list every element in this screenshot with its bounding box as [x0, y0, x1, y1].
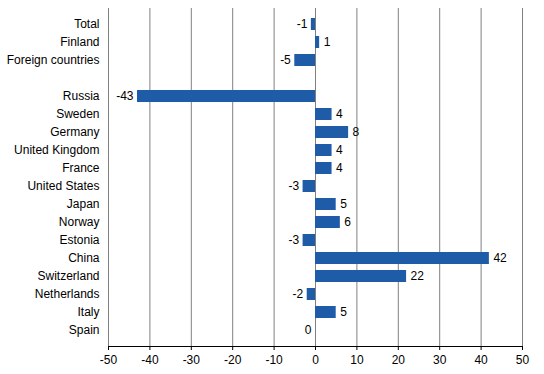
svg-text:Estonia: Estonia	[59, 233, 99, 247]
svg-text:Japan: Japan	[67, 197, 100, 211]
svg-text:China: China	[68, 251, 100, 265]
svg-text:-30: -30	[183, 353, 201, 367]
svg-text:-3: -3	[288, 233, 299, 247]
svg-text:Finland: Finland	[60, 35, 99, 49]
svg-text:Foreign countries: Foreign countries	[7, 53, 100, 67]
svg-text:Total: Total	[74, 17, 99, 31]
svg-text:-40: -40	[141, 353, 159, 367]
svg-text:22: 22	[411, 269, 425, 283]
svg-text:8: 8	[353, 125, 360, 139]
svg-text:-2: -2	[293, 287, 304, 301]
svg-text:Russia: Russia	[63, 89, 100, 103]
svg-text:10: 10	[350, 353, 364, 367]
svg-text:-20: -20	[224, 353, 242, 367]
svg-text:Netherlands: Netherlands	[35, 287, 100, 301]
svg-text:-43: -43	[116, 89, 134, 103]
svg-text:5: 5	[340, 305, 347, 319]
svg-text:4: 4	[336, 107, 343, 121]
svg-text:Italy: Italy	[77, 305, 99, 319]
svg-text:France: France	[62, 161, 100, 175]
svg-text:Norway: Norway	[59, 215, 100, 229]
svg-text:1: 1	[324, 35, 331, 49]
svg-text:6: 6	[344, 215, 351, 229]
svg-text:-3: -3	[288, 179, 299, 193]
svg-text:0: 0	[312, 353, 319, 367]
svg-text:0: 0	[305, 323, 312, 337]
svg-text:42: 42	[493, 251, 507, 265]
svg-text:-50: -50	[100, 353, 118, 367]
svg-text:4: 4	[336, 143, 343, 157]
svg-text:4: 4	[336, 161, 343, 175]
svg-text:Germany: Germany	[50, 125, 99, 139]
svg-text:20: 20	[392, 353, 406, 367]
svg-text:Spain: Spain	[69, 323, 100, 337]
svg-text:Switzerland: Switzerland	[37, 269, 99, 283]
svg-text:United States: United States	[27, 179, 99, 193]
svg-text:50: 50	[516, 353, 530, 367]
svg-text:Sweden: Sweden	[56, 107, 99, 121]
svg-text:-1: -1	[297, 17, 308, 31]
svg-text:-5: -5	[280, 53, 291, 67]
svg-text:United Kingdom: United Kingdom	[14, 143, 99, 157]
svg-text:40: 40	[474, 353, 488, 367]
svg-text:30: 30	[433, 353, 447, 367]
svg-text:-10: -10	[265, 353, 283, 367]
svg-text:5: 5	[340, 197, 347, 211]
